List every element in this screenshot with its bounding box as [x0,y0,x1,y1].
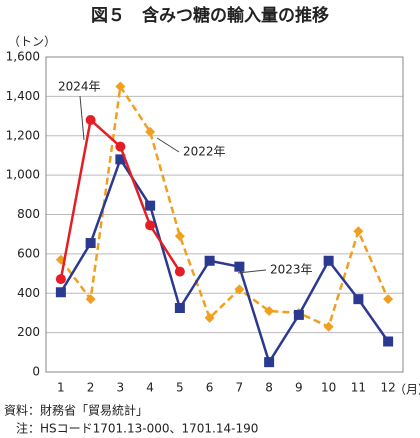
marker [115,81,126,92]
chart-title: 図５ 含みつ糖の輸入量の推移 [91,5,329,26]
marker [174,231,185,242]
series-annotation: 2024年 [58,80,101,94]
y-tick-label: 1,400 [6,89,40,103]
x-tick-label: 6 [206,381,214,395]
marker [55,287,66,298]
marker [174,303,185,314]
source-note: 資料：財務省「貿易統計」 [4,403,148,418]
y-tick-label: 1,000 [6,168,40,182]
marker [204,255,215,266]
y-tick-label: 200 [17,325,40,339]
y-tick-label: 1,200 [6,128,40,142]
y-tick-label: 0 [32,365,40,379]
x-tick-label: 10 [321,381,336,395]
marker [234,261,245,272]
y-unit: （トン） [8,35,56,49]
series-line [59,156,390,366]
marker [115,154,126,165]
marker [145,126,156,137]
marker [264,357,275,368]
marker [145,200,156,211]
marker [174,266,185,277]
leader-line [79,95,85,141]
x-tick-label: 4 [146,381,154,395]
x-tick-label: 9 [295,381,303,395]
marker [383,336,394,347]
hs-note: 注：HSコード1701.13-000、1701.14-190 [16,421,258,436]
series-line [59,83,390,329]
marker [85,294,96,305]
marker [204,312,215,323]
marker [234,284,245,295]
x-tick-label: 7 [236,381,244,395]
series-annotation: 2023年 [270,263,313,277]
y-tick-label: 800 [17,207,40,221]
x-tick-label: 5 [176,381,184,395]
plot-frame [45,56,404,373]
leader-line [156,137,180,153]
y-tick-label: 600 [17,246,40,260]
annotation-bg [268,262,314,278]
x-tick-label: 8 [265,381,273,395]
marker [353,294,364,305]
y-tick-label: 400 [17,286,40,300]
annotation-bg [56,79,102,95]
marker [85,238,96,249]
x-tick-label: 11 [351,381,366,395]
x-tick-label: 1 [57,381,65,395]
y-tick-label: 1,600 [6,50,40,64]
x-tick-label: 2 [87,381,95,395]
marker [323,321,334,332]
marker [115,141,126,152]
marker [145,220,156,231]
marker [85,115,96,125]
annotation-bg [181,144,227,160]
marker [55,274,66,285]
series-annotation: 2022年 [183,145,226,159]
x-unit: （月） [394,383,420,397]
x-tick-label: 3 [117,381,125,395]
leader-line [237,269,267,274]
marker [264,305,275,316]
marker [293,309,304,320]
marker [353,226,364,237]
x-tick-label: 12 [380,381,395,395]
marker [383,294,394,305]
marker [323,255,334,266]
